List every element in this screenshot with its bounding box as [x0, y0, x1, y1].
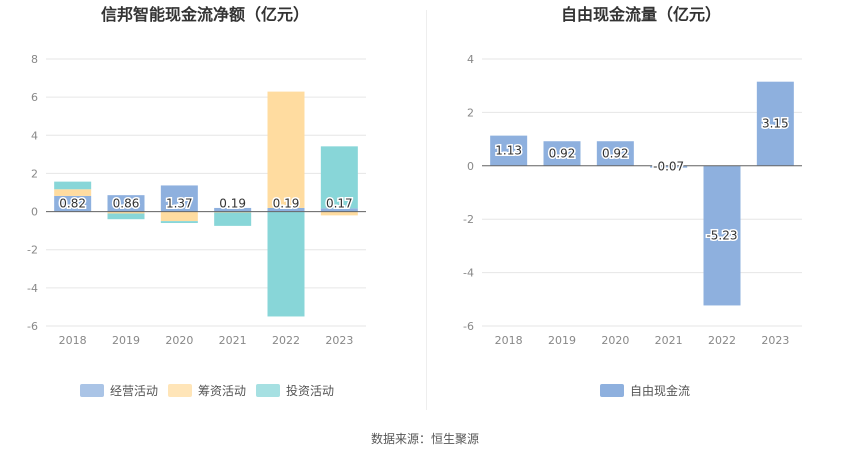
free-cash-flow-chart: 自由现金流量（亿元） -6 -4 -2 0 2 4 2018 2019 2020 2021 2022 2… — [463, 5, 802, 398]
data-label: 0.17 — [326, 197, 353, 211]
y-tick-label: -4 — [27, 282, 38, 295]
bar-投资活动-2018 — [54, 181, 92, 190]
bar-筹资活动-2019 — [107, 211, 145, 214]
y-tick-label: -6 — [463, 320, 474, 333]
data-label: 1.13 — [495, 144, 522, 158]
legend-swatch — [600, 384, 624, 397]
y-tick-label: 0 — [31, 206, 38, 219]
cash-flow-net-chart: 信邦智能现金流净额（亿元） -6 -4 -2 0 2 4 6 8 2018 2019 2020 2021… — [27, 5, 366, 398]
x-tick-label: 2022 — [708, 334, 736, 347]
bar-筹资活动-2023 — [320, 211, 358, 216]
y-tick-label: -6 — [27, 320, 38, 333]
y-tick-label: -4 — [463, 267, 474, 280]
y-tick-label: 8 — [31, 53, 38, 66]
x-tick-label: 2023 — [761, 334, 789, 347]
bar-筹资活动-2022 — [267, 91, 305, 208]
chart-divider — [426, 10, 427, 410]
bar-经营活动-2023 — [320, 208, 358, 212]
bar-投资活动-2020 — [160, 221, 198, 224]
x-tick-label: 2019 — [112, 334, 140, 347]
data-label: 0.92 — [549, 147, 576, 161]
bar-自由现金流-2020 — [596, 141, 634, 166]
legend-label: 经营活动 — [110, 384, 158, 398]
y-tick-label: 0 — [467, 160, 474, 173]
x-tick-label: 2019 — [548, 334, 576, 347]
bar-经营活动-2020 — [160, 185, 198, 212]
x-tick-label: 2023 — [325, 334, 353, 347]
y-tick-label: -2 — [27, 244, 38, 257]
data-source: 数据来源：恒生聚源 — [370, 432, 479, 446]
y-tick-label: 4 — [467, 53, 474, 66]
bar-投资活动-2021 — [214, 212, 252, 226]
bar-经营活动-2022 — [267, 207, 305, 212]
bar-自由现金流-2019 — [543, 141, 581, 166]
y-tick-label: 2 — [31, 167, 38, 180]
y-tick-label: 6 — [31, 91, 38, 104]
chart-title: 自由现金流量（亿元） — [561, 5, 721, 24]
chart-title: 信邦智能现金流净额（亿元） — [101, 5, 309, 24]
bar-经营活动-2021 — [214, 207, 252, 212]
data-label: 0.19 — [219, 197, 246, 211]
x-tick-label: 2021 — [219, 334, 247, 347]
data-label: 0.82 — [59, 197, 86, 211]
data-label: 0.19 — [273, 197, 300, 211]
legend-label: 自由现金流 — [630, 383, 690, 398]
bar-自由现金流-2018 — [490, 135, 528, 166]
y-tick-label: 4 — [31, 129, 38, 142]
bar-筹资活动-2018 — [54, 189, 92, 196]
bar-自由现金流-2021 — [650, 165, 688, 168]
data-label: -0.07 — [653, 160, 684, 174]
data-label: 0.92 — [602, 147, 629, 161]
x-tick-label: 2020 — [601, 334, 629, 347]
bar-投资活动-2019 — [107, 213, 145, 220]
x-tick-label: 2020 — [165, 334, 193, 347]
bar-投资活动-2022 — [267, 211, 305, 317]
x-tick-label: 2018 — [59, 334, 87, 347]
x-tick-label: 2022 — [272, 334, 300, 347]
bar-经营活动-2019 — [107, 195, 145, 212]
legend-swatch — [256, 384, 280, 397]
bar-筹资活动-2020 — [160, 211, 198, 222]
data-label: 1.37 — [166, 197, 193, 211]
x-tick-label: 2021 — [655, 334, 683, 347]
data-label: 0.86 — [113, 197, 140, 211]
legend-label: 筹资活动 — [198, 384, 246, 398]
bar-自由现金流-2022 — [703, 165, 741, 306]
bar-经营活动-2018 — [54, 195, 92, 212]
legend-label: 投资活动 — [286, 383, 334, 398]
data-label: -5.23 — [706, 229, 737, 243]
legend-swatch — [168, 384, 192, 397]
data-label: 3.15 — [762, 117, 789, 131]
bar-投资活动-2023 — [320, 146, 358, 209]
y-tick-label: -2 — [463, 213, 474, 226]
x-tick-label: 2018 — [495, 334, 523, 347]
legend-swatch — [80, 384, 104, 397]
bar-自由现金流-2023 — [756, 81, 794, 166]
y-tick-label: 2 — [467, 106, 474, 119]
